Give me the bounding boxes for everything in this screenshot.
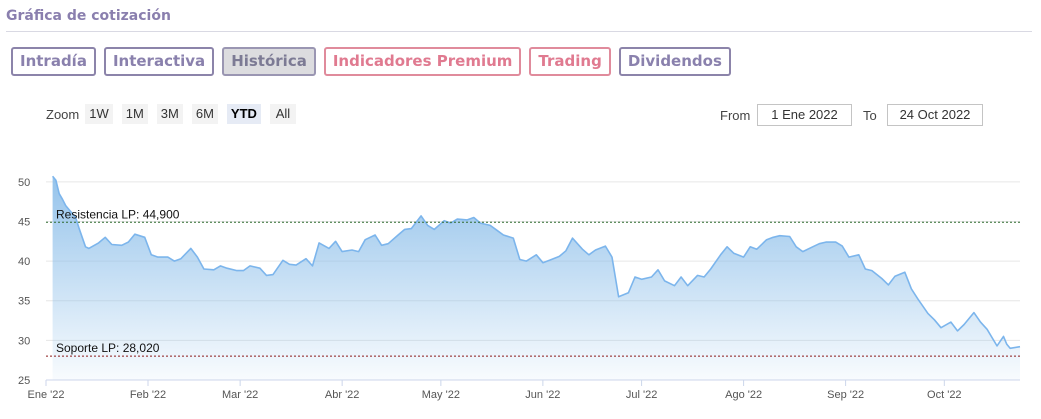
y-tick-label: 30 bbox=[18, 335, 30, 347]
x-tick-label: Sep '22 bbox=[827, 389, 864, 401]
price-area bbox=[51, 175, 1021, 380]
zoom-6m-button[interactable]: 6M bbox=[191, 104, 218, 124]
resistance-label: Resistencia LP: 44,900 bbox=[56, 207, 180, 221]
x-tick-label: Jul '22 bbox=[626, 389, 657, 401]
tab-indicadores-premium[interactable]: Indicadores Premium bbox=[323, 47, 522, 76]
zoom-selector: Zoom 1W 1M 3M 6M YTD All bbox=[46, 104, 305, 124]
section-title: Gráfica de cotización bbox=[6, 8, 171, 24]
y-tick-label: 50 bbox=[18, 177, 30, 189]
title-divider bbox=[6, 31, 1032, 32]
x-tick-label: Ene '22 bbox=[28, 389, 65, 401]
x-tick-label: Abr '22 bbox=[325, 389, 360, 401]
price-line[interactable] bbox=[51, 175, 1021, 350]
reference-lines: Resistencia LP: 44,900 Soporte LP: 28,020 bbox=[46, 207, 1020, 357]
y-tick-label: 35 bbox=[18, 296, 30, 308]
zoom-label: Zoom bbox=[46, 106, 80, 122]
x-tick-label: Ago '22 bbox=[725, 389, 762, 401]
y-tick-label: 40 bbox=[18, 256, 30, 268]
tab-dividendos[interactable]: Dividendos bbox=[618, 47, 731, 76]
zoom-1w-button[interactable]: 1W bbox=[85, 104, 113, 124]
from-label: From bbox=[720, 108, 751, 123]
x-tick-label: Mar '22 bbox=[222, 389, 258, 401]
x-tick-label: Jun '22 bbox=[525, 389, 560, 401]
x-tick-label: May '22 bbox=[422, 389, 460, 401]
y-tick-label: 45 bbox=[18, 216, 30, 228]
zoom-1m-button[interactable]: 1M bbox=[121, 104, 148, 124]
x-tick-label: Feb '22 bbox=[130, 389, 166, 401]
tab-historica[interactable]: Histórica bbox=[222, 47, 316, 76]
chart-tabs: Intradía Interactiva Histórica Indicador… bbox=[11, 47, 739, 76]
zoom-all-button[interactable]: All bbox=[269, 104, 296, 124]
zoom-3m-button[interactable]: 3M bbox=[156, 104, 183, 124]
x-axis: Ene '22 Feb '22 Mar '22 Abr '22 May '22 Jun '… bbox=[28, 379, 1020, 401]
tab-intradia[interactable]: Intradía bbox=[11, 47, 96, 76]
support-label: Soporte LP: 28,020 bbox=[56, 341, 160, 355]
y-tick-label: 25 bbox=[18, 375, 30, 387]
x-tick-label: Oct '22 bbox=[927, 389, 962, 401]
to-label: To bbox=[863, 108, 877, 123]
from-date-input[interactable]: 1 Ene 2022 bbox=[757, 104, 852, 126]
zoom-ytd-button[interactable]: YTD bbox=[226, 104, 261, 124]
tab-trading[interactable]: Trading bbox=[529, 47, 611, 76]
to-date-input[interactable]: 24 Oct 2022 bbox=[887, 104, 983, 126]
tab-interactiva[interactable]: Interactiva bbox=[103, 47, 215, 76]
price-area-fill bbox=[52, 176, 1021, 380]
y-axis: 25 30 35 40 45 50 bbox=[18, 177, 30, 387]
